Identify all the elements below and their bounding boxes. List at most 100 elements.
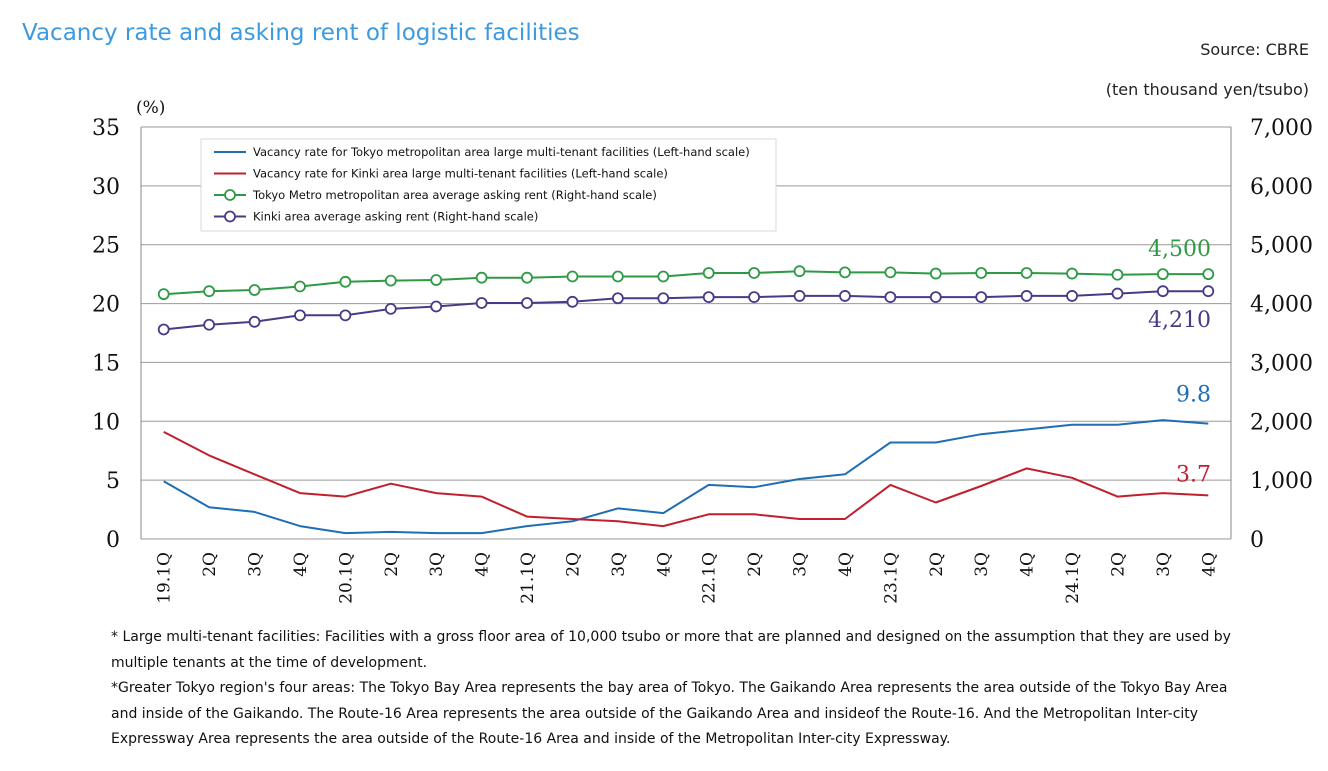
series-point [566, 295, 579, 308]
series-point [1066, 267, 1078, 280]
series-line [163, 431, 1209, 528]
series-point [1111, 268, 1124, 281]
series-point [793, 265, 806, 278]
legend: Vacancy rate for Tokyo metropolitan area… [200, 138, 777, 232]
x-tick-label: 2Q [200, 552, 220, 577]
series-point [157, 323, 170, 336]
series-group [157, 265, 1215, 535]
y-right-tick-label: 3,000 [1250, 351, 1313, 376]
series-point [1202, 268, 1215, 281]
series-point [884, 266, 897, 279]
series-point [1156, 285, 1169, 298]
series-point [1202, 285, 1215, 298]
x-tick-label: 4Q [654, 552, 674, 577]
series-point [294, 280, 306, 293]
series-point [793, 290, 806, 302]
y-left-tick-label: 0 [106, 528, 120, 553]
series-point [702, 291, 715, 303]
y-right-tick-label: 1,000 [1250, 469, 1313, 494]
right-axis-unit: (ten thousand yen/tsubo) [1105, 80, 1309, 99]
chart-title: Vacancy rate and asking rent of logistic… [22, 20, 580, 46]
x-axis-ticks: 19.1Q 2Q 3Q 4Q 20.1Q 2Q 3Q 4Q 21.1Q 2Q 3Q 4Q 22.1Q 2Q… [155, 552, 1220, 604]
x-tick-label: 3Q [609, 552, 629, 577]
y-left-tick-label: 30 [92, 175, 120, 200]
series-point [657, 270, 670, 283]
series-point [748, 267, 761, 279]
x-tick-label: 3Q [427, 552, 447, 577]
series-line [163, 419, 1209, 535]
y-left-tick-label: 35 [92, 116, 120, 141]
x-tick-label: 21.1Q [518, 552, 538, 604]
y-right-tick-label: 7,000 [1250, 116, 1313, 141]
footnotes: * Large multi-tenant facilities: Facilit… [111, 625, 1231, 753]
x-tick-label: 4Q [1018, 552, 1038, 577]
x-tick-label: 2Q [927, 552, 947, 577]
series-point [339, 309, 352, 322]
series-point [657, 292, 670, 305]
y-right-tick-label: 5,000 [1250, 234, 1313, 259]
series-end-label: 4,500 [1148, 237, 1211, 262]
series-point [1020, 267, 1033, 279]
series-point [384, 274, 397, 287]
series-point [521, 297, 533, 309]
series-point [339, 275, 352, 288]
series-point [929, 267, 942, 280]
series-point [929, 291, 942, 303]
footnote-1: * Large multi-tenant facilities: Facilit… [111, 629, 1231, 671]
x-tick-label: 2Q [1108, 552, 1128, 577]
series-point [203, 318, 216, 331]
legend-label: Vacancy rate for Kinki area large multi-… [253, 167, 668, 181]
footnote-2: *Greater Tokyo region's four areas: The … [111, 680, 1228, 747]
x-tick-label: 2Q [563, 552, 583, 577]
series-point [748, 291, 761, 303]
series-end-label: 4,210 [1148, 308, 1211, 333]
series-point [294, 309, 306, 322]
x-tick-label: 3Q [246, 552, 266, 577]
series-point [975, 267, 988, 279]
y-left-tick-label: 25 [92, 234, 120, 259]
x-tick-label: 20.1Q [336, 552, 356, 604]
x-tick-label: 3Q [791, 552, 811, 577]
x-tick-label: 3Q [1154, 552, 1174, 577]
series-end-label: 3.7 [1176, 462, 1211, 487]
series-point [157, 288, 170, 301]
legend-marker [224, 189, 236, 201]
y-right-tick-label: 4,000 [1250, 293, 1313, 318]
series-point [611, 292, 624, 305]
x-tick-label: 4Q [473, 552, 493, 577]
series-point [430, 300, 443, 313]
y-left-tick-label: 15 [92, 351, 120, 376]
series-point [475, 297, 488, 309]
series-point [475, 271, 488, 284]
x-tick-label: 3Q [972, 552, 992, 577]
legend-box [200, 138, 777, 232]
right-axis-ticks: 0 1,000 2,000 3,000 4,000 5,000 6,000 7,000 [1250, 116, 1313, 553]
x-tick-label: 19.1Q [155, 552, 175, 604]
series-point [1111, 287, 1124, 300]
y-right-tick-label: 2,000 [1250, 410, 1313, 435]
plot-frame [140, 127, 1232, 539]
y-left-tick-label: 10 [92, 410, 120, 435]
x-tick-label: 4Q [1199, 552, 1219, 577]
left-axis-unit: (%) [136, 98, 165, 118]
series-point [839, 290, 851, 302]
series-point [702, 267, 715, 279]
series-point [975, 291, 988, 303]
y-right-tick-label: 6,000 [1250, 175, 1313, 200]
end-labels: 9.8 3.7 4,500 4,210 [1148, 237, 1211, 487]
x-tick-label: 4Q [836, 552, 856, 577]
x-tick-label: 2Q [382, 552, 402, 577]
x-tick-label: 22.1Q [700, 552, 720, 604]
legend-label: Tokyo Metro metropolitan area average as… [252, 188, 657, 202]
y-left-tick-label: 5 [106, 469, 120, 494]
x-tick-label: 4Q [291, 552, 311, 577]
series-point [384, 302, 397, 315]
x-tick-label: 24.1Q [1063, 552, 1083, 604]
series-point [430, 274, 443, 286]
series-point [839, 266, 851, 279]
series-end-label: 9.8 [1176, 383, 1211, 408]
series-point [611, 270, 624, 283]
series-point [566, 270, 579, 283]
left-axis-ticks: 0 5 10 15 20 25 30 35 [92, 116, 120, 553]
y-left-tick-label: 20 [92, 293, 120, 318]
